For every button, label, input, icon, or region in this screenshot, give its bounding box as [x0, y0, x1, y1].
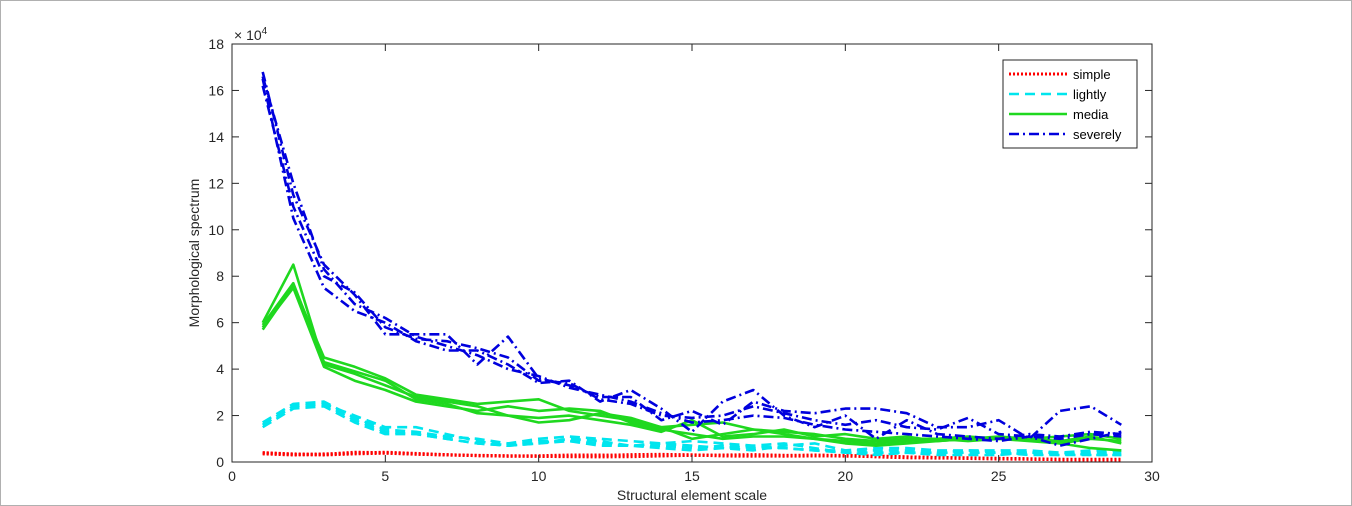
- y-tick-label: 18: [208, 36, 224, 52]
- y-axis-exponent: × 104: [234, 26, 268, 43]
- y-tick-label: 6: [216, 315, 224, 331]
- y-tick-label: 8: [216, 268, 224, 284]
- y-tick-label: 16: [208, 82, 224, 98]
- series-line-lightly-4: [262, 402, 1122, 457]
- legend-label-severely: severely: [1073, 127, 1122, 142]
- y-tick-label: 0: [216, 454, 224, 470]
- axes-layer: 0 5 10 15 20 25 30 0 2 4 6 8 10 12 14 16 18: [208, 36, 1160, 484]
- x-tick-label: 15: [684, 468, 700, 484]
- y-tick-label: 4: [216, 361, 224, 377]
- series-line-severely-1: [261, 71, 1122, 441]
- y-tick-label: 2: [216, 408, 224, 424]
- y-tick-label: 14: [208, 129, 224, 145]
- x-axis-label: Structural element scale: [617, 487, 767, 503]
- plot-area: [232, 44, 1152, 462]
- legend-label-media: media: [1073, 107, 1109, 122]
- x-tick-label: 10: [531, 468, 547, 484]
- series-line-lightly-2: [262, 404, 1122, 457]
- legend-label-lightly: lightly: [1073, 87, 1107, 102]
- y-axis-exponent-power: 4: [262, 26, 268, 37]
- series-line-severely-3: [261, 85, 1122, 441]
- y-tick-label: 10: [208, 222, 224, 238]
- series-line-media-2: [261, 284, 1122, 443]
- x-tick-label: 25: [991, 468, 1007, 484]
- x-tick-label: 30: [1144, 468, 1160, 484]
- series-line-simple-4: [262, 451, 1122, 462]
- plot-background: [232, 44, 1152, 462]
- series-line-severely-4: [261, 76, 1122, 448]
- series-line-severely-2: [261, 78, 1122, 441]
- y-axis-label: Morphological spectrum: [186, 179, 202, 328]
- x-tick-label: 0: [228, 468, 236, 484]
- series-line-media-4: [261, 281, 1122, 445]
- legend-label-simple: simple: [1073, 67, 1111, 82]
- series-layer: [261, 71, 1122, 462]
- legend: simple lightly media severely: [1002, 59, 1138, 149]
- series-line-lightly-3: [262, 400, 1122, 457]
- x-tick-label: 5: [381, 468, 389, 484]
- y-axis-exponent-base: × 10: [234, 27, 262, 43]
- x-tick-label: 20: [838, 468, 854, 484]
- y-tick-label: 12: [208, 175, 224, 191]
